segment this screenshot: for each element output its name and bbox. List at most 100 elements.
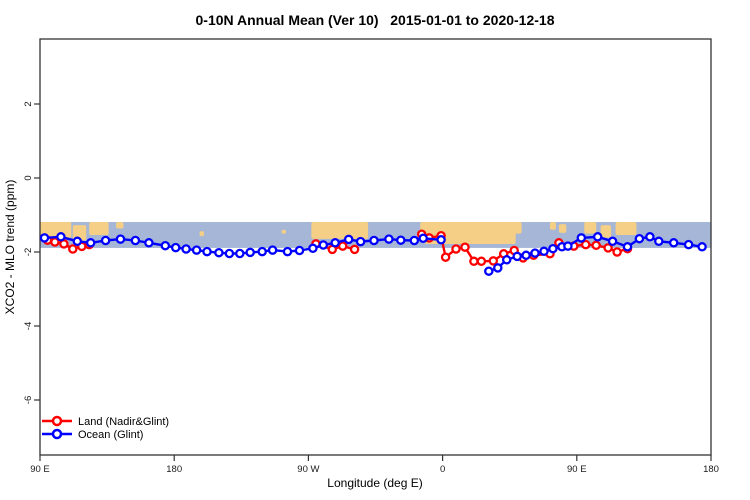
data-point-land <box>612 247 622 257</box>
legend-label-ocean: Ocean (Glint) <box>78 429 143 441</box>
data-point-ocean <box>493 263 503 273</box>
data-point-ocean <box>39 233 50 243</box>
data-point-ocean <box>330 238 340 248</box>
data-point-ocean <box>170 242 181 253</box>
data-point-ocean <box>160 240 171 251</box>
plot-area: 90 E 180 90 W 0 90 E 180 2 0 -2 -4 -6 <box>23 38 719 475</box>
y-tick-label: -4 <box>23 322 34 330</box>
data-point-ocean <box>235 248 245 259</box>
x-tick-label: 180 <box>703 464 719 475</box>
data-point-land <box>580 239 591 250</box>
data-point-ocean <box>418 233 428 244</box>
land-patch <box>89 222 109 235</box>
land-patch <box>281 229 287 234</box>
data-point-ocean <box>257 246 267 257</box>
data-point-land <box>476 256 487 267</box>
data-point-ocean <box>343 234 354 245</box>
land-patch <box>359 222 369 232</box>
legend-label-land: Land (Nadir&Glint) <box>78 416 169 428</box>
data-point-ocean <box>634 233 645 244</box>
data-point-ocean <box>576 233 587 243</box>
data-point-ocean <box>355 236 366 247</box>
data-point-ocean <box>282 246 293 257</box>
data-point-ocean <box>512 251 522 262</box>
land-patch <box>584 222 597 234</box>
data-point-land <box>451 244 461 254</box>
land-patch <box>199 231 205 237</box>
y-tick-label: 0 <box>23 175 34 180</box>
data-point-ocean <box>224 248 235 259</box>
data-point-ocean <box>72 236 83 247</box>
data-point-ocean <box>318 240 329 250</box>
land-patch <box>558 224 567 233</box>
chart-title: 0-10N Annual Mean (Ver 10) 2015-01-01 to… <box>196 12 555 28</box>
data-point-ocean <box>548 243 558 254</box>
x-tick-label: 90 E <box>30 464 50 475</box>
data-point-ocean <box>622 242 633 252</box>
y-axis-title: XCO2 - MLO trend (ppm) <box>3 180 17 315</box>
data-point-ocean <box>396 235 406 245</box>
data-point-ocean <box>654 236 664 247</box>
data-point-land <box>68 244 78 254</box>
data-point-ocean <box>668 238 679 248</box>
data-point-ocean <box>369 235 379 246</box>
land-patch <box>512 222 522 234</box>
data-point-ocean <box>409 235 420 246</box>
data-point-ocean <box>697 242 707 252</box>
data-point-land <box>460 242 470 252</box>
data-point-ocean <box>267 245 278 255</box>
land-patch <box>549 222 556 230</box>
data-point-land <box>349 244 360 255</box>
legend: Land (Nadir&Glint) Ocean (Glint) <box>42 415 169 441</box>
land-patch <box>424 222 516 245</box>
data-point-ocean <box>56 232 66 242</box>
data-point-ocean <box>539 246 549 257</box>
x-axis-title: Longitude (deg E) <box>327 476 422 490</box>
data-point-ocean <box>384 234 394 244</box>
plot-box <box>39 38 712 456</box>
data-point-ocean <box>683 239 694 250</box>
data-point-ocean <box>501 255 512 265</box>
legend-marker-land <box>51 415 63 427</box>
data-point-ocean <box>85 238 96 248</box>
y-tick-label: 2 <box>23 101 34 106</box>
land-patch <box>311 222 369 239</box>
data-point-ocean <box>521 250 531 261</box>
data-point-ocean <box>130 235 141 246</box>
data-point-land <box>591 240 601 251</box>
legend-marker-ocean <box>51 428 63 440</box>
data-point-land <box>440 252 451 262</box>
land-patch <box>116 222 124 229</box>
data-point-ocean <box>144 238 154 248</box>
land-patch <box>615 222 637 235</box>
x-tick-label: 90 W <box>297 464 319 475</box>
x-tick-label: 90 E <box>567 464 587 475</box>
data-point-ocean <box>563 241 573 251</box>
data-point-ocean <box>484 266 494 276</box>
data-point-land <box>603 243 613 253</box>
y-tick-label: -6 <box>23 396 34 404</box>
data-point-ocean <box>100 235 111 246</box>
data-point-ocean <box>607 236 618 247</box>
data-point-land <box>488 256 499 266</box>
data-point-ocean <box>245 247 255 258</box>
data-point-land <box>337 241 348 251</box>
data-point-ocean <box>191 245 202 255</box>
data-point-ocean <box>308 243 318 254</box>
y-tick-label: -2 <box>23 248 34 256</box>
data-point-ocean <box>181 244 191 254</box>
data-point-ocean <box>294 245 305 256</box>
data-point-ocean <box>214 247 224 258</box>
data-point-ocean <box>530 248 540 258</box>
data-point-ocean <box>115 234 126 244</box>
x-tick-label: 0 <box>440 464 445 475</box>
land-patch <box>600 225 612 238</box>
data-point-ocean <box>202 246 212 257</box>
data-point-ocean <box>436 235 446 245</box>
data-point-ocean <box>592 232 603 242</box>
data-point-land <box>469 256 479 267</box>
x-tick-label: 180 <box>166 464 182 475</box>
data-point-ocean <box>645 232 655 242</box>
